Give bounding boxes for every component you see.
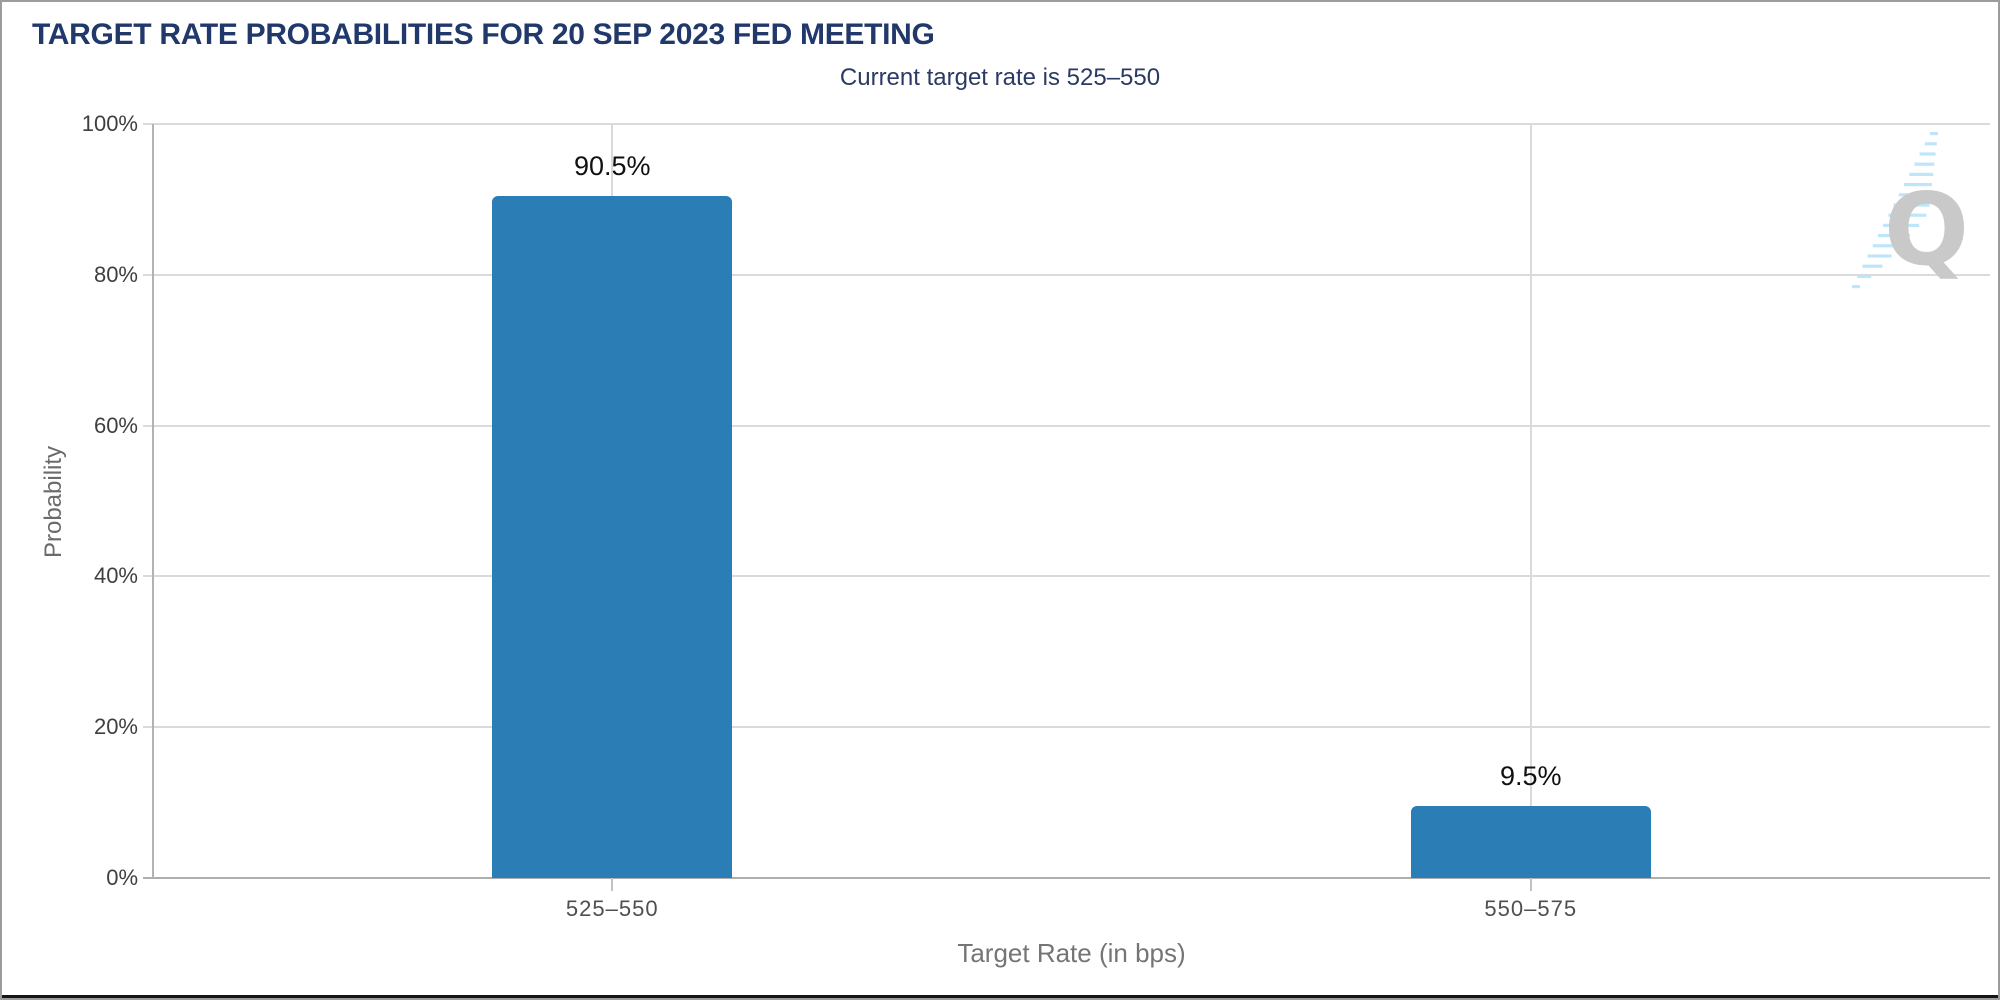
probability-bar[interactable] [492, 195, 733, 878]
bar-value-label: 90.5% [573, 150, 651, 181]
x-axis-tick [1529, 878, 1532, 891]
logo-q-letter: Q [1884, 171, 1969, 288]
horizontal-gridline [143, 273, 1990, 276]
horizontal-gridline [143, 575, 1990, 578]
vertical-gridline [1529, 124, 1532, 878]
x-axis-tick [611, 878, 614, 891]
y-axis-title: Probability [40, 445, 67, 559]
brand-watermark-q-logo: Q [1852, 132, 1969, 289]
y-tick-label: 100% [81, 111, 138, 136]
x-category-label: 525–550 [565, 896, 659, 921]
y-axis-line [152, 124, 154, 878]
horizontal-gridline [143, 424, 1990, 427]
y-tick-label: 0% [106, 865, 138, 890]
probability-bar[interactable] [1410, 806, 1651, 878]
chart-subtitle: Current target rate is 525–550 [839, 64, 1161, 91]
logo-speed-stripes-icon [1852, 132, 1938, 289]
x-axis-baseline [143, 877, 1990, 879]
x-axis-title: Target Rate (in bps) [957, 938, 1186, 968]
y-tick-label: 60% [93, 412, 138, 438]
y-tick-label: 40% [93, 563, 138, 589]
bar-value-label: 9.5% [1499, 761, 1562, 792]
y-tick-label: 80% [93, 261, 138, 287]
horizontal-gridline [143, 123, 1990, 125]
horizontal-gridline [143, 726, 1990, 729]
chart-title: TARGET RATE PROBABILITIES FOR 20 SEP 202… [32, 18, 935, 51]
x-category-label: 550–575 [1484, 896, 1578, 921]
y-tick-label: 20% [93, 714, 138, 740]
window-bottom-edge [2, 995, 1998, 998]
